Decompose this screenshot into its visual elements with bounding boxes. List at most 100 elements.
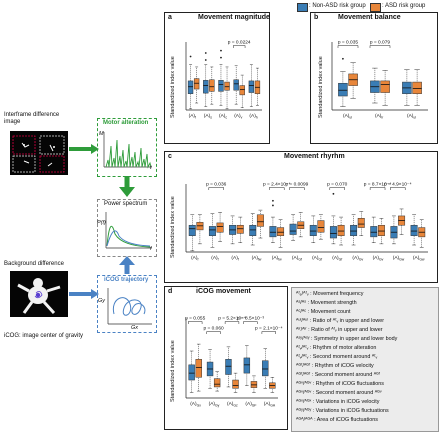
icog-trajectory-plot <box>107 288 152 325</box>
x-tick-label: (A)Gf <box>292 255 302 262</box>
box-non-asd <box>329 226 337 239</box>
x-tick-label: (A)v <box>234 113 242 120</box>
power-spectrum-label: Power spectrum <box>104 201 148 207</box>
param-row: ᴬᴳᶠ/ᴬᴳᶠ : Second moment around ᴬᴳᶠ <box>296 372 381 378</box>
box-non-asd <box>249 224 257 236</box>
box-non-asd <box>225 359 232 375</box>
param-row: ᴬᶠᵥ/ᴬᶠᵥ : Rhythm of motor alteration <box>296 345 377 351</box>
panel-b-letter: b <box>314 14 319 21</box>
legend-swatch-asd <box>370 3 381 12</box>
box-asd <box>216 222 224 233</box>
param-row: ᴬˢʸ/ᴬˢʸ : Symmetry in upper and lower bo… <box>296 336 398 342</box>
panel-d-chart: (A)Gx (A)Gy (A)Gz (A)GF (A)GA p = 0.055 p = 5.… <box>185 316 282 408</box>
x-tick-label: (A)Gw <box>413 255 425 262</box>
x-tick-label: (A)fw <box>252 255 262 262</box>
box-non-asd <box>233 79 239 91</box>
p-value-label: p = 8.7×10⁻⁴ <box>364 182 392 188</box>
box-asd <box>224 81 230 91</box>
outlier-point <box>189 55 192 58</box>
box-non-asd <box>338 82 348 97</box>
motor-alteration-label: Motor alteration <box>103 120 149 126</box>
p-value-label: p = 8.5×10⁻³ <box>237 316 264 322</box>
outlier-point <box>332 192 335 195</box>
param-row: ᴬᴳʸ/ᴬᴳʸ : Variations in iCOG fluctuation… <box>296 408 389 414</box>
p-value-label: p = 2.4×10⁻⁴ <box>263 182 291 188</box>
icog-caption: iCOG: image center of gravity <box>4 333 84 339</box>
p-value-label: p = 4.9×10⁻⁴ <box>384 182 412 188</box>
box-non-asd <box>218 80 224 92</box>
p-value-label: p = 0.0099 <box>286 182 309 188</box>
x-tick-label: (A)Gz <box>227 401 238 408</box>
box-asd <box>195 359 202 378</box>
param-row: ᴬˢ/ᴬˢ : Movement strength <box>296 300 357 306</box>
box-non-asd <box>187 80 194 94</box>
box-non-asd <box>309 224 317 236</box>
x-tick-label: (A)s <box>204 113 212 120</box>
interframe-image <box>10 131 68 175</box>
icog-trajectory-box <box>97 275 157 333</box>
box-asd <box>209 79 215 92</box>
t-axis-label: t <box>150 165 152 171</box>
significance-bracket <box>188 321 203 324</box>
box-non-asd <box>243 357 251 374</box>
x-tick-label: (A)h <box>249 113 257 120</box>
interframe-sketch-icon <box>12 135 65 173</box>
box-non-asd <box>208 226 216 236</box>
param-row: ᴬˡʳ/ᴬˡʳ : Ratio of ᴬᶠᵥ in upper and lowe… <box>296 327 383 333</box>
significance-bracket <box>233 45 246 48</box>
arrow-to-power-icon <box>119 176 135 197</box>
param-row: ᴬᶠₑ/ᴬᶠᵥ : Movement frequency <box>296 291 364 297</box>
box-asd <box>239 85 245 96</box>
x-tick-label: (A)c <box>219 113 227 120</box>
panel-c-letter: c <box>168 153 172 160</box>
param-row: ᴬᴳᴬ/ᴬᴳᴬ : Area of iCOG fluctuations <box>296 417 378 423</box>
significance-bracket <box>243 321 258 324</box>
box-non-asd <box>350 224 358 236</box>
x-tick-label: (A)Gx <box>190 401 201 408</box>
f-axis-label: f <box>150 246 152 252</box>
legend-label-asd: : ASD risk group <box>382 3 426 9</box>
background-label: Background difference <box>4 261 64 267</box>
box-asd <box>317 220 325 233</box>
panel-c-title: Movement rhyrhm <box>284 153 345 160</box>
significance-bracket <box>369 45 391 48</box>
param-row: ᴬᶜ/ᴬᶜ : Movement count <box>296 309 351 315</box>
power-spectrum-plot <box>105 212 152 249</box>
panel-b-frame <box>310 12 438 144</box>
panel-d-title: iCOG movement <box>196 288 251 295</box>
arrow-to-motor-icon <box>69 144 99 154</box>
pf-axis-label: P(f) <box>97 220 106 226</box>
box-asd <box>236 224 244 234</box>
significance-bracket <box>337 45 359 48</box>
outlier-point <box>204 59 207 61</box>
box-non-asd <box>188 224 196 236</box>
significance-bracket <box>390 187 406 190</box>
arrow-to-icog-icon <box>69 289 99 299</box>
param-row: ᴬᴳᵛ/ᴬᴳᵛ : Rhythm of iCOG fluctuations <box>296 381 384 387</box>
box-asd <box>232 379 239 389</box>
box-non-asd <box>410 224 418 236</box>
arrow-from-icog-icon <box>119 256 135 274</box>
icog-trajectory-label: iCOG trajectory <box>104 277 149 283</box>
interframe-label: Interframe difference image <box>4 112 60 125</box>
panel-b-chart: (A)ul (A)lr (A)ul p = 0.035 p = 0.079 <box>331 40 428 120</box>
x-tick-label: (A)Gf <box>332 255 342 262</box>
x-tick-label: (A)fw <box>272 255 282 262</box>
box-non-asd <box>370 226 378 238</box>
box-asd <box>337 224 345 236</box>
p-value-label: p = 0.0224 <box>228 40 251 46</box>
p-value-label: p = 0.036 <box>206 182 226 188</box>
outlier-point <box>220 49 222 52</box>
box-asd <box>412 81 422 94</box>
x-tick-label: (A)GF <box>245 401 256 408</box>
p-value-label: p = 5.2×10⁻⁴ <box>218 316 246 322</box>
baby-silhouette-icon <box>17 278 61 315</box>
significance-bracket <box>369 187 386 190</box>
x-tick-label: (A)f <box>231 255 238 262</box>
param-row: ᴬᶠᵥ/ᴬᶠᵥ : Second moment around ᴬᶠᵥ <box>296 354 378 360</box>
outlier-point <box>204 52 207 54</box>
panel-d-frame <box>164 286 288 430</box>
significance-bracket <box>289 187 305 190</box>
panel-c-chart: (A)f (A)f (A)f (A)fw (A)fw (A)Gf (A)Gf (A)Gf (A)… <box>185 182 428 262</box>
significance-bracket <box>329 187 345 190</box>
